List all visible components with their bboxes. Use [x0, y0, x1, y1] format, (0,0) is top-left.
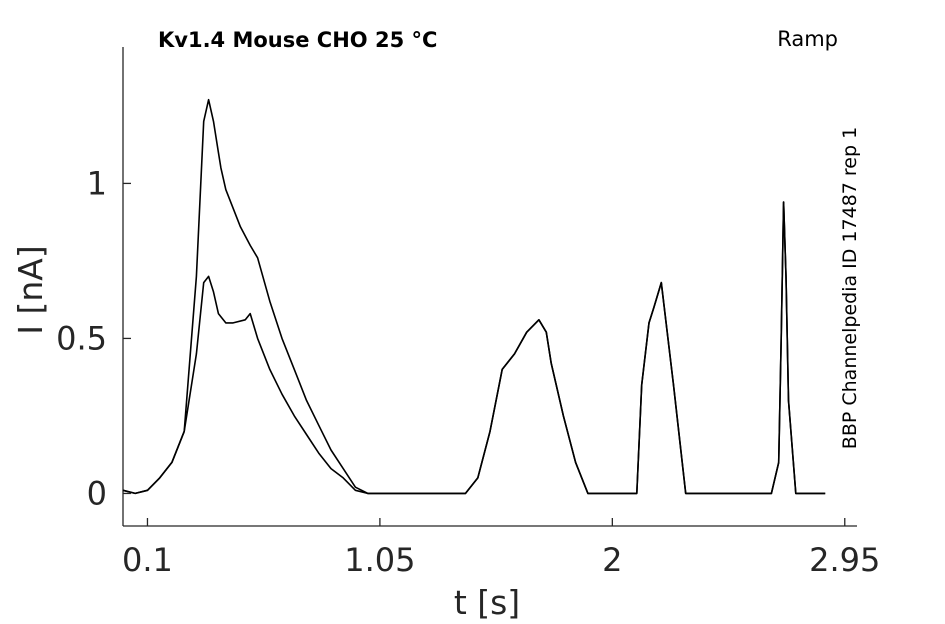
traces [122, 98, 826, 495]
protocol-label: Ramp [777, 27, 838, 51]
x-tick-label: 1.05 [344, 541, 415, 579]
y-ticks: 00.51 [56, 164, 131, 512]
y-tick-label: 0 [87, 474, 107, 512]
y-tick-label: 1 [87, 164, 107, 202]
trace-sweep-1 [122, 98, 826, 495]
y-tick-label: 0.5 [56, 319, 107, 357]
x-axis-label: t [s] [454, 583, 520, 622]
source-label: BBP Channelpedia ID 17487 rep 1 [839, 127, 861, 449]
trace-sweep-2 [122, 201, 826, 495]
plot-area: 00.51 0.1 1.05 2 2.95 [56, 47, 880, 579]
x-tick-label: 2.95 [809, 541, 880, 579]
x-ticks: 0.1 1.05 2 2.95 [122, 518, 880, 579]
y-axis-label: I [nA] [11, 245, 50, 334]
chart-title: Kv1.4 Mouse CHO 25 °C [158, 28, 437, 52]
x-tick-label: 2 [602, 541, 622, 579]
x-tick-label: 0.1 [122, 541, 173, 579]
